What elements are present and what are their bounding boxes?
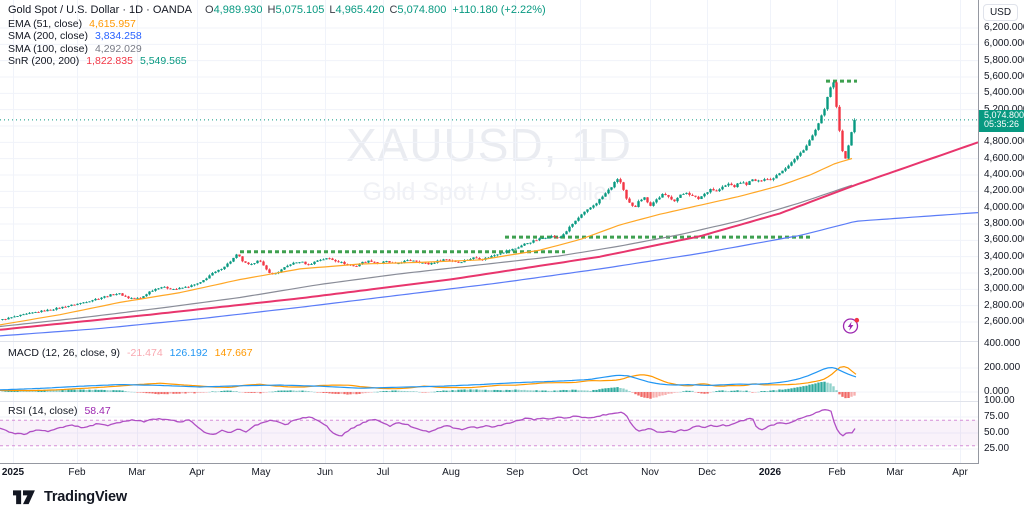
axis-label: 400.000 — [984, 338, 1021, 349]
indicator-row-sma200[interactable]: SMA (200, close) 3,834.258 — [8, 30, 142, 43]
indicator-row-rsi[interactable]: RSI (14, close) 58.47 — [8, 405, 111, 417]
snr-resistance-value: 5,549.565 — [139, 55, 187, 68]
axis-label: 3,800.000 — [984, 218, 1024, 229]
axis-label: 3,600.000 — [984, 234, 1024, 246]
time-axis-label: Jun — [316, 467, 334, 478]
time-axis-label: Nov — [641, 467, 659, 478]
open-value: 4,989.930 — [213, 4, 263, 16]
axis-label: 6,200.000 — [984, 22, 1024, 33]
high-label: H — [267, 4, 276, 16]
axis-label: 5,600.000 — [984, 71, 1024, 82]
indicator-row-ema51[interactable]: EMA (51, close) 4,615.957 — [8, 17, 136, 30]
axis-label: 4,600.000 — [984, 152, 1024, 164]
low-label: L — [329, 4, 336, 16]
time-scale[interactable]: 2025 Feb Mar Apr May Jun Jul Aug Sep Oct Nov Dec 202… — [0, 464, 1024, 482]
axis-label: 5,800.000 — [984, 54, 1024, 66]
low-value: 4,965.420 — [335, 4, 385, 16]
axis-label: 6,000.000 — [984, 38, 1024, 50]
time-axis-label: Mar — [128, 467, 146, 478]
sma100-value: 4,292.029 — [94, 42, 142, 55]
close-value: 5,074.800 — [397, 4, 447, 16]
axis-label: 4,000.000 — [984, 201, 1024, 213]
snr-support-value: 1,822.835 — [86, 55, 133, 68]
macd-hist-value: -21.474 — [127, 347, 163, 359]
indicator-row-snr[interactable]: SnR (200, 200) 1,822.835 5,549.565 — [8, 55, 187, 68]
ohlc-values: O4,989.930 H5,075.105 L4,965.420 C5,074.800 — [200, 4, 446, 16]
macd-signal-value: 147.667 — [214, 347, 253, 359]
indicator-row-macd[interactable]: MACD (12, 26, close, 9) -21.474 126.192 147… — [8, 347, 253, 359]
axis-label: 5,400.000 — [984, 87, 1024, 99]
axis-label: 4,800.000 — [984, 136, 1024, 148]
footer: TradingView — [0, 482, 1024, 513]
symbol-title-row[interactable]: Gold Spot / U.S. Dollar · 1D · OANDA O4,9… — [8, 4, 546, 17]
axis-label: 25.00 — [984, 443, 1010, 454]
time-axis-label: Feb — [68, 467, 86, 478]
time-axis-label: 2026 — [758, 467, 782, 478]
high-value: 5,075.105 — [275, 4, 325, 16]
time-axis-label: Apr — [189, 467, 205, 478]
axis-label: 50.00 — [984, 427, 1010, 438]
tradingview-logo[interactable]: TradingView — [13, 489, 127, 505]
sma200-value: 3,834.258 — [94, 30, 142, 43]
time-axis-label: Oct — [572, 467, 588, 478]
axis-label: 100.00 — [984, 395, 1015, 406]
flash-icon-button[interactable] — [841, 316, 861, 336]
axis-label: 4,400.000 — [984, 169, 1024, 180]
tradingview-logo-text: TradingView — [44, 489, 127, 505]
close-label: C — [389, 4, 398, 16]
axis-label: 0.000 — [984, 386, 1010, 397]
macd-line-value: 126.192 — [169, 347, 208, 359]
flash-icon — [842, 317, 860, 334]
time-axis-label: May — [251, 467, 271, 478]
axis-label: 75.00 — [984, 411, 1010, 422]
axis-label: 3,200.000 — [984, 267, 1024, 278]
open-label: O — [205, 4, 214, 16]
time-axis-label: Aug — [442, 467, 460, 478]
axis-label: 3,000.000 — [984, 283, 1024, 295]
time-axis-label: Jul — [376, 467, 390, 478]
axis-label: 2,600.000 — [984, 316, 1024, 327]
axis-label: 2,800.000 — [984, 299, 1024, 311]
indicator-row-sma100[interactable]: SMA (100, close) 4,292.029 — [8, 42, 142, 55]
time-axis-label: Mar — [886, 467, 904, 478]
last-price-badge: 5,074.800 05:35:26 — [979, 109, 1024, 132]
symbol-legend: Gold Spot / U.S. Dollar · 1D · OANDA O4,9… — [8, 4, 546, 68]
axis-label: 3,400.000 — [984, 250, 1024, 262]
bar-countdown: 05:35:26 — [984, 119, 1020, 130]
axis-label: 4,200.000 — [984, 185, 1024, 197]
tradingview-logo-icon — [13, 489, 35, 504]
time-axis-label: 2025 — [1, 467, 25, 478]
last-price-value: 5,074.800 — [984, 109, 1024, 120]
time-axis-label: Feb — [828, 467, 846, 478]
axis-label: 5,200.000 — [984, 104, 1024, 116]
time-axis-label: Sep — [506, 467, 524, 478]
ema51-value: 4,615.957 — [89, 17, 136, 30]
time-axis-label: Dec — [698, 467, 716, 478]
axis-label: 200.000 — [984, 362, 1021, 373]
currency-usd-button[interactable]: USD — [983, 4, 1018, 21]
symbol-title: Gold Spot / U.S. Dollar · 1D · OANDA — [8, 4, 192, 16]
price-scale[interactable]: USD 5,074.800 05:35:26 2,600.000 2,800.00… — [979, 0, 1024, 482]
time-axis-label: Apr — [952, 467, 968, 478]
rsi-value: 58.47 — [84, 405, 111, 417]
price-change: +110.180 (+2.22%) — [452, 4, 546, 16]
